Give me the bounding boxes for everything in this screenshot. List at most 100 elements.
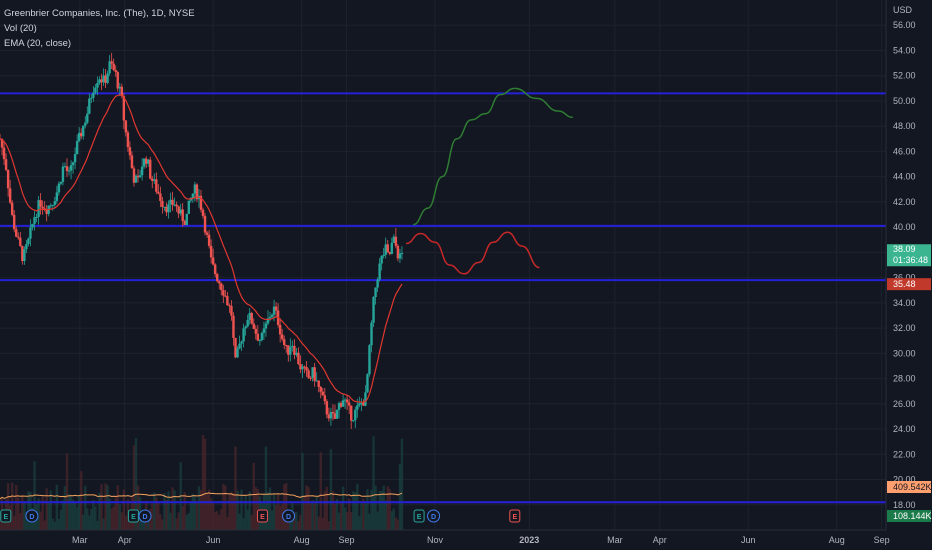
- candle-body: [213, 264, 217, 275]
- ema-indicator-label[interactable]: EMA (20, close): [4, 38, 72, 49]
- volume-bar: [339, 501, 343, 530]
- candle-body: [120, 86, 124, 97]
- volume-bar: [102, 518, 105, 530]
- volume-bar: [19, 513, 22, 530]
- candle-body: [220, 283, 223, 291]
- volume-bar: [376, 511, 379, 530]
- x-tick-label: Mar: [72, 535, 88, 545]
- volume-bar: [274, 505, 278, 530]
- candle-body: [378, 263, 381, 280]
- candle-body: [73, 154, 77, 163]
- volume-bar: [335, 498, 339, 530]
- volume-bar: [203, 438, 207, 530]
- volume-bar: [163, 493, 166, 530]
- volume-bar: [82, 514, 85, 530]
- last-price-badge-text: 01:36:48: [893, 255, 928, 265]
- y-tick-label: 40.00: [893, 222, 916, 232]
- volume-bar: [252, 462, 255, 530]
- volume-bar: [39, 511, 42, 530]
- volume-bar: [238, 513, 241, 530]
- candle-body: [244, 326, 247, 329]
- candle-body: [211, 257, 215, 265]
- horizontal-lines[interactable]: [0, 92, 886, 504]
- candle-body: [51, 204, 54, 206]
- candle-body: [173, 204, 176, 206]
- volume-indicator-label[interactable]: Vol (20): [4, 23, 37, 34]
- candle-body: [183, 220, 186, 226]
- candle-body: [372, 297, 375, 323]
- candle-body: [315, 380, 318, 382]
- candle-body: [230, 305, 233, 316]
- volume-bar: [228, 493, 231, 530]
- x-tick-label: Aug: [829, 535, 845, 545]
- candle-body: [246, 320, 249, 327]
- candle-body: [153, 179, 156, 181]
- candle-body: [400, 253, 404, 255]
- candle-body: [175, 204, 178, 207]
- volume-bar: [396, 519, 400, 530]
- candle-body: [307, 370, 310, 378]
- volume-bar: [106, 485, 109, 530]
- candle-body: [37, 200, 40, 217]
- candle-body: [293, 345, 296, 355]
- volume-bar: [10, 482, 14, 530]
- candle-body: [159, 193, 162, 201]
- volume-bar: [65, 453, 69, 530]
- volume-bar: [63, 486, 67, 530]
- volume-bar: [92, 499, 95, 530]
- volume-bar: [110, 508, 113, 530]
- candle-body: [128, 147, 132, 156]
- volume-bar: [90, 508, 93, 530]
- volume-bar: [222, 483, 225, 530]
- volume-bar: [213, 511, 217, 530]
- candle-body: [177, 206, 180, 214]
- symbol-title[interactable]: Greenbrier Companies, Inc. (The), 1D, NY…: [4, 8, 195, 19]
- candle-body: [366, 374, 369, 393]
- candle-body: [216, 274, 219, 282]
- volume-bar: [126, 499, 130, 530]
- earnings-marker: [0, 509, 12, 523]
- candle-body: [114, 69, 117, 73]
- candle-body: [396, 245, 400, 259]
- candle-body: [49, 205, 52, 207]
- volume-bar: [268, 487, 272, 530]
- candle-body: [134, 175, 138, 183]
- y-tick-label: 56.00: [893, 20, 916, 30]
- volume-bar: [394, 517, 398, 530]
- event-marker-letter: D: [142, 514, 147, 521]
- volume-bar: [224, 485, 227, 530]
- candle-body: [13, 214, 16, 230]
- volume-bars: [0, 435, 404, 530]
- volume-bar: [59, 509, 63, 530]
- volume-bar: [15, 484, 18, 530]
- candle-body: [55, 192, 59, 202]
- volume-bar: [305, 485, 308, 530]
- volume-bar: [155, 497, 158, 530]
- candle-body: [35, 216, 38, 218]
- candle-body: [327, 414, 331, 419]
- candle-body: [185, 213, 188, 226]
- event-marker-letter: D: [431, 514, 436, 521]
- candle-body: [161, 200, 164, 207]
- time-axis[interactable]: Mar Apr Jun Aug Sep Nov 2023 Mar Apr Jun Aug Sep: [0, 529, 890, 545]
- candle-body: [234, 337, 237, 358]
- candle-body: [236, 348, 239, 358]
- candle-body: [110, 61, 113, 64]
- volume-bar: [37, 498, 40, 530]
- candle-body: [266, 318, 270, 324]
- x-tick-label: Nov: [427, 535, 444, 545]
- earnings-marker: [509, 509, 521, 523]
- candlesticks: [0, 52, 404, 429]
- candle-body: [124, 120, 128, 133]
- candle-body: [77, 132, 81, 141]
- volume-bar: [118, 504, 121, 530]
- candle-body: [238, 343, 241, 349]
- candle-body: [331, 412, 335, 414]
- candle-body: [92, 92, 95, 98]
- candle-body: [248, 312, 251, 321]
- price-axis[interactable]: USD 56.00 54.00 52.00 50.00 48.00 46.00 44.00 4…: [885, 0, 932, 550]
- y-tick-label: 20.00: [893, 475, 916, 485]
- candle-body: [218, 281, 221, 284]
